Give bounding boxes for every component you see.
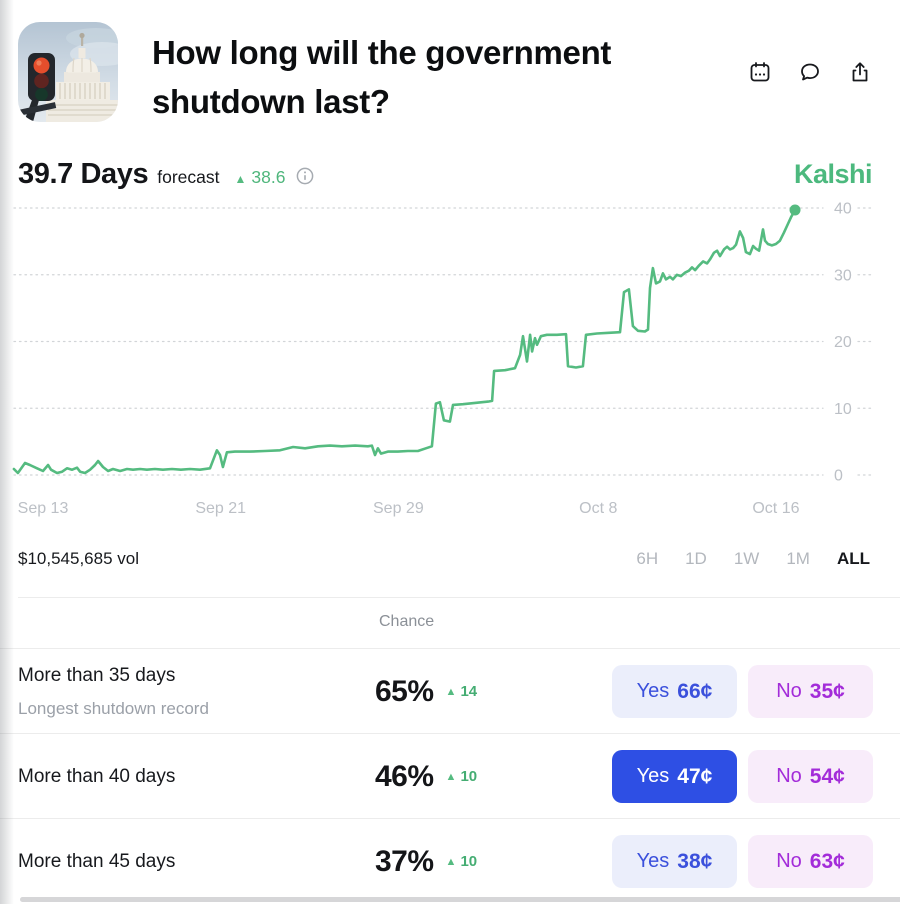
yes-button[interactable]: Yes 66¢ xyxy=(612,665,737,718)
calendar-icon xyxy=(750,62,770,82)
y-axis-label: 30 xyxy=(834,267,852,284)
price-line xyxy=(12,208,797,475)
chance-delta: ▲ 10 xyxy=(445,853,478,870)
time-filter-1m[interactable]: 1M xyxy=(786,549,810,568)
up-triangle-icon: ▲ xyxy=(445,685,457,698)
time-filter-1d[interactable]: 1D xyxy=(685,549,707,568)
yes-button[interactable]: Yes 38¢ xyxy=(612,835,737,888)
x-axis-label: Sep 21 xyxy=(195,500,246,517)
market-row: More than 40 days 46% ▲ 10 Yes 47¢ No 54¢ xyxy=(0,733,900,819)
forecast-delta: ▲ 38.6 xyxy=(234,167,285,188)
comment-icon xyxy=(801,63,819,81)
chance-percent: 46% xyxy=(375,759,434,793)
market-thumbnail xyxy=(18,22,118,122)
y-axis-label: 20 xyxy=(834,334,852,351)
forecast-row: 39.7 Days forecast ▲ 38.6 Kalshi xyxy=(18,158,873,194)
x-axis-label: Oct 16 xyxy=(752,500,799,517)
up-triangle-icon: ▲ xyxy=(234,172,247,186)
yes-button[interactable]: Yes 47¢ xyxy=(612,750,737,803)
chance-cell: 37% ▲ 10 xyxy=(375,819,477,904)
up-triangle-icon: ▲ xyxy=(445,770,457,783)
up-triangle-icon: ▲ xyxy=(445,855,457,868)
header-actions xyxy=(748,60,872,84)
forecast-value: 39.7 Days xyxy=(18,158,149,190)
price-chart[interactable]: 0 10 20 30 40 Sep 13 Sep 21 Sep 29 Oct 8 Oct 16 xyxy=(0,195,900,525)
comment-button[interactable] xyxy=(798,60,822,84)
page-title: How long will the government shutdown la… xyxy=(152,34,612,120)
no-button[interactable]: No 54¢ xyxy=(748,750,873,803)
no-button[interactable]: No 63¢ xyxy=(748,835,873,888)
latest-point-dot xyxy=(789,204,801,216)
time-filter-1w[interactable]: 1W xyxy=(733,549,760,568)
market-row: More than 35 days Longest shutdown recor… xyxy=(0,648,900,734)
chance-percent: 65% xyxy=(375,674,434,708)
market-row-title: More than 45 days xyxy=(18,850,176,872)
chance-percent: 37% xyxy=(375,844,434,878)
time-filter-group: 6H 1D 1W 1M ALL xyxy=(636,549,870,569)
x-axis-label: Sep 13 xyxy=(18,500,69,517)
market-row-text: More than 45 days xyxy=(18,819,175,904)
market-row-title: More than 35 days xyxy=(18,664,176,686)
chance-delta: ▲ 10 xyxy=(445,768,478,785)
forecast-delta-value: 38.6 xyxy=(251,167,286,187)
bottom-divider xyxy=(20,897,900,902)
x-axis-label: Sep 29 xyxy=(373,500,424,517)
chance-cell: 65% ▲ 14 xyxy=(375,649,477,734)
chance-column-header: Chance xyxy=(379,613,435,630)
volume-label: $10,545,685 vol xyxy=(18,549,139,568)
volume-row: $10,545,685 vol 6H 1D 1W 1M ALL xyxy=(18,546,870,572)
chance-delta: ▲ 14 xyxy=(445,683,478,700)
y-axis-label: 0 xyxy=(834,468,843,485)
x-axis-label: Oct 8 xyxy=(579,500,617,517)
chance-cell: 46% ▲ 10 xyxy=(375,734,477,819)
market-row-subtitle: Longest shutdown record xyxy=(18,698,209,718)
divider xyxy=(18,597,900,598)
kalshi-logo: Kalshi xyxy=(793,159,873,189)
y-axis-label: 10 xyxy=(834,401,852,418)
market-row-text: More than 40 days xyxy=(18,734,175,819)
share-button[interactable] xyxy=(848,60,872,84)
calendar-button[interactable] xyxy=(748,60,772,84)
share-icon xyxy=(852,62,868,82)
time-filter-all[interactable]: ALL xyxy=(836,549,870,568)
market-row-title: More than 40 days xyxy=(18,765,176,787)
no-button[interactable]: No 35¢ xyxy=(748,665,873,718)
market-row-text: More than 35 days Longest shutdown recor… xyxy=(18,649,209,734)
y-axis-label: 40 xyxy=(834,201,852,218)
market-header: How long will the government shutdown la… xyxy=(18,22,872,126)
market-row: More than 45 days 37% ▲ 10 Yes 38¢ No 63¢ xyxy=(0,818,900,904)
forecast-label: forecast xyxy=(157,167,220,187)
time-filter-6h[interactable]: 6H xyxy=(636,549,659,568)
info-icon[interactable] xyxy=(296,167,314,185)
